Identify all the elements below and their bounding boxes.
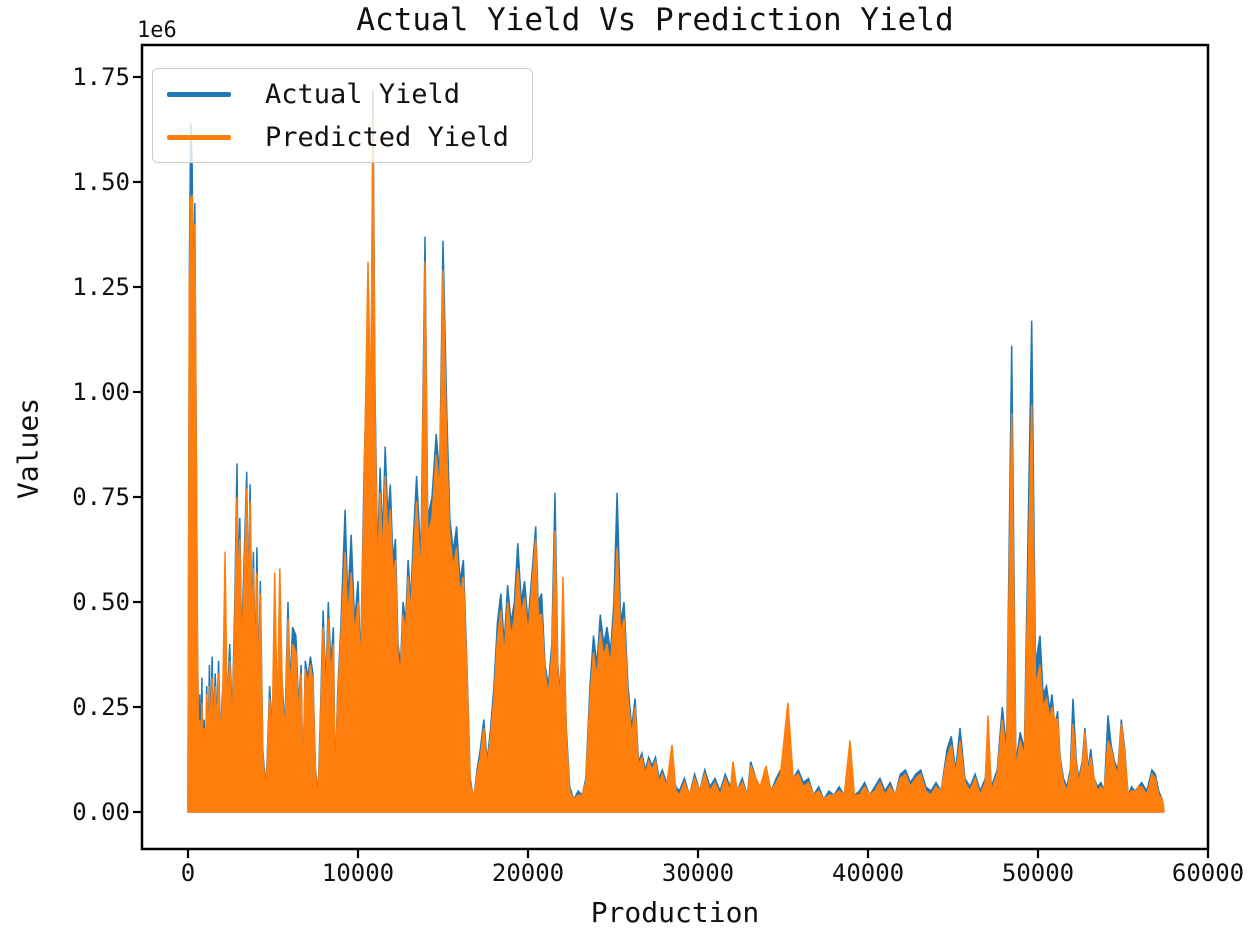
legend-entry-actual-yield: Actual Yield: [153, 73, 532, 116]
legend-label-predicted-yield: Predicted Yield: [265, 121, 509, 153]
y-tick-label: 0.75: [72, 483, 130, 511]
y-tick-label: 1.00: [72, 378, 130, 406]
plot-border: [140, 43, 1210, 851]
legend-line-predicted-yield-icon: [167, 134, 231, 140]
x-tick-label: 50000: [1001, 859, 1075, 887]
y-tick-label: 0.00: [72, 798, 130, 826]
y-axis-offset-label: 1e6: [137, 18, 177, 43]
y-tick-label: 1.75: [72, 63, 130, 91]
y-tick-label: 1.25: [72, 273, 130, 301]
legend-entry-predicted-yield: Predicted Yield: [153, 116, 532, 159]
x-tick-label: 40000: [831, 859, 905, 887]
legend-label-actual-yield: Actual Yield: [265, 78, 461, 110]
chart-title: Actual Yield Vs Prediction Yield: [356, 2, 954, 38]
predicted-yield-series: [187, 114, 1165, 813]
y-tick-label: 0.25: [72, 693, 130, 721]
series-group: [187, 89, 1165, 813]
x-tick-label: 20000: [491, 859, 565, 887]
y-tick-labels: 0.00 0.25 0.50 0.75 1.00 1.25 1.50 1.75: [0, 0, 130, 938]
x-tick-label: 30000: [661, 859, 735, 887]
x-tick-label: 10000: [321, 859, 395, 887]
legend: Actual Yield Predicted Yield: [152, 68, 533, 163]
legend-line-actual-yield-icon: [167, 91, 231, 97]
y-tick-label: 0.50: [72, 588, 130, 616]
x-tick-label: 0: [180, 859, 196, 887]
y-tick-label: 1.50: [72, 168, 130, 196]
x-axis-label: Production: [590, 896, 760, 929]
x-tick-label: 60000: [1171, 859, 1245, 887]
